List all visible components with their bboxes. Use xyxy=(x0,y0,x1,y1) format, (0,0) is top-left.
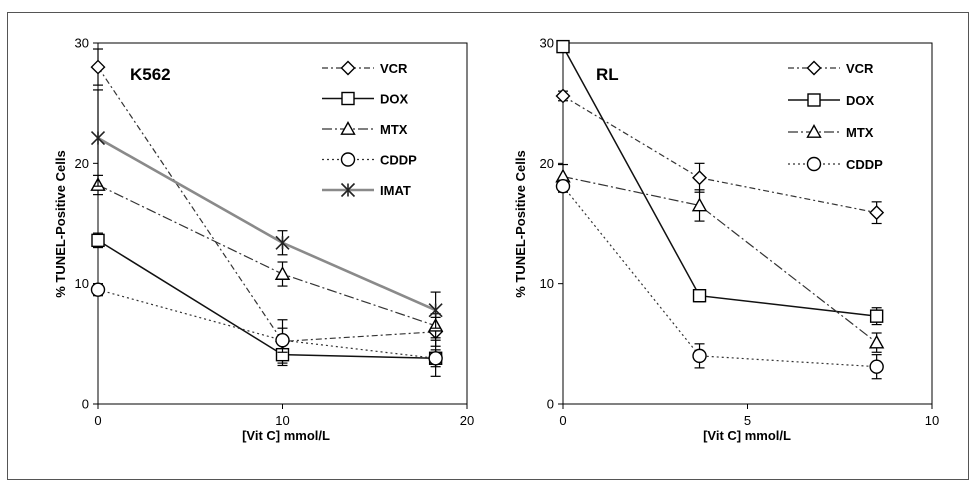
x-tick-label: 20 xyxy=(460,413,474,428)
circle-marker xyxy=(275,333,290,348)
triangle-marker xyxy=(691,197,708,212)
legend-entry-mtx: MTX xyxy=(788,124,874,140)
legend-label: MTX xyxy=(846,125,874,140)
chart-panel-rl: RL [Vit C] mmol/L % TUNEL-Positive Cells… xyxy=(513,36,939,444)
y-tick-label: 30 xyxy=(540,36,554,51)
square-marker xyxy=(91,233,105,248)
series-line xyxy=(562,46,877,317)
x-tick-label: 10 xyxy=(275,413,289,428)
triangle-marker xyxy=(340,121,356,135)
y-tick-label: 30 xyxy=(75,36,89,51)
series-line xyxy=(97,239,436,360)
square-marker xyxy=(341,91,355,106)
plot-area-rl: 0 10 20 30 0 5 10 VCR DOX MTX CDDP xyxy=(540,36,940,429)
legend-entry-cddp: CDDP xyxy=(788,156,883,172)
diamond-marker xyxy=(869,205,885,221)
panel-title: K562 xyxy=(130,65,171,84)
legend-entry-cddp: CDDP xyxy=(322,152,417,168)
asterisk-marker xyxy=(428,303,443,318)
series-line xyxy=(97,184,436,327)
legend-label: MTX xyxy=(380,122,408,137)
legend-label: VCR xyxy=(846,61,874,76)
plot-area-k562: 0 10 20 30 0 10 20 VCR DOX MTX CDDP IMAT xyxy=(75,36,475,429)
legend-entry-vcr: VCR xyxy=(322,60,408,76)
x-axis-title: [Vit C] mmol/L xyxy=(242,428,330,443)
diamond-marker xyxy=(692,170,708,186)
y-tick-label: 10 xyxy=(75,276,89,291)
legend-label: IMAT xyxy=(380,183,411,198)
triangle-marker xyxy=(274,266,291,280)
legend-entry-dox: DOX xyxy=(322,92,409,107)
circle-marker xyxy=(869,359,884,374)
square-marker xyxy=(556,39,570,54)
triangle-marker xyxy=(806,124,822,138)
x-tick-label: 0 xyxy=(94,413,101,428)
diamond-marker xyxy=(555,88,571,104)
circle-marker xyxy=(90,282,106,297)
chart-panel-k562: K562 [Vit C] mmol/L % TUNEL-Positive Cel… xyxy=(53,36,474,444)
figure-frame xyxy=(7,12,969,480)
triangle-marker xyxy=(868,334,885,349)
y-tick-label: 20 xyxy=(540,156,554,171)
asterisk-marker xyxy=(340,182,356,198)
series-line xyxy=(97,289,436,359)
square-marker xyxy=(869,309,884,323)
series-line xyxy=(562,185,877,368)
legend-entry-mtx: MTX xyxy=(322,121,408,137)
x-tick-label: 10 xyxy=(925,413,939,428)
legend-label: CDDP xyxy=(846,157,883,172)
series-line xyxy=(562,175,878,344)
series-vcr xyxy=(555,88,885,225)
circle-marker xyxy=(340,152,356,167)
legend-entry-vcr: VCR xyxy=(788,60,874,76)
diamond-marker xyxy=(340,60,356,76)
x-tick-label: 0 xyxy=(559,413,566,428)
x-axis-title: [Vit C] mmol/L xyxy=(703,428,791,443)
y-tick-label: 0 xyxy=(82,397,89,412)
legend-entry-dox: DOX xyxy=(788,93,875,108)
series-mtx xyxy=(90,174,444,339)
y-tick-label: 0 xyxy=(547,397,554,412)
series-mtx xyxy=(555,163,885,353)
y-tick-label: 20 xyxy=(75,156,89,171)
series-dox xyxy=(556,39,884,326)
circle-marker xyxy=(428,351,443,366)
legend-label: DOX xyxy=(380,92,409,107)
square-marker xyxy=(807,93,821,107)
diamond-marker xyxy=(806,60,822,76)
diamond-marker xyxy=(90,59,106,75)
legend-label: CDDP xyxy=(380,153,417,168)
series-line xyxy=(97,66,436,343)
y-axis-title: % TUNEL-Positive Cells xyxy=(513,150,528,297)
square-marker xyxy=(692,289,707,303)
asterisk-marker xyxy=(90,130,106,146)
legend-entry-imat: IMAT xyxy=(322,182,411,198)
series-dox xyxy=(91,232,443,368)
series-cddp xyxy=(90,282,443,377)
y-tick-label: 10 xyxy=(540,276,554,291)
circle-marker xyxy=(806,156,822,172)
asterisk-marker xyxy=(275,235,290,250)
series-cddp xyxy=(555,178,884,380)
y-axis-title: % TUNEL-Positive Cells xyxy=(53,150,68,297)
x-tick-label: 5 xyxy=(744,413,751,428)
circle-marker xyxy=(692,348,707,364)
series-imat xyxy=(90,89,443,329)
panel-title: RL xyxy=(596,65,619,84)
legend-label: DOX xyxy=(846,93,875,108)
circle-marker xyxy=(555,178,571,194)
series-line xyxy=(562,95,877,214)
legend-label: VCR xyxy=(380,61,408,76)
